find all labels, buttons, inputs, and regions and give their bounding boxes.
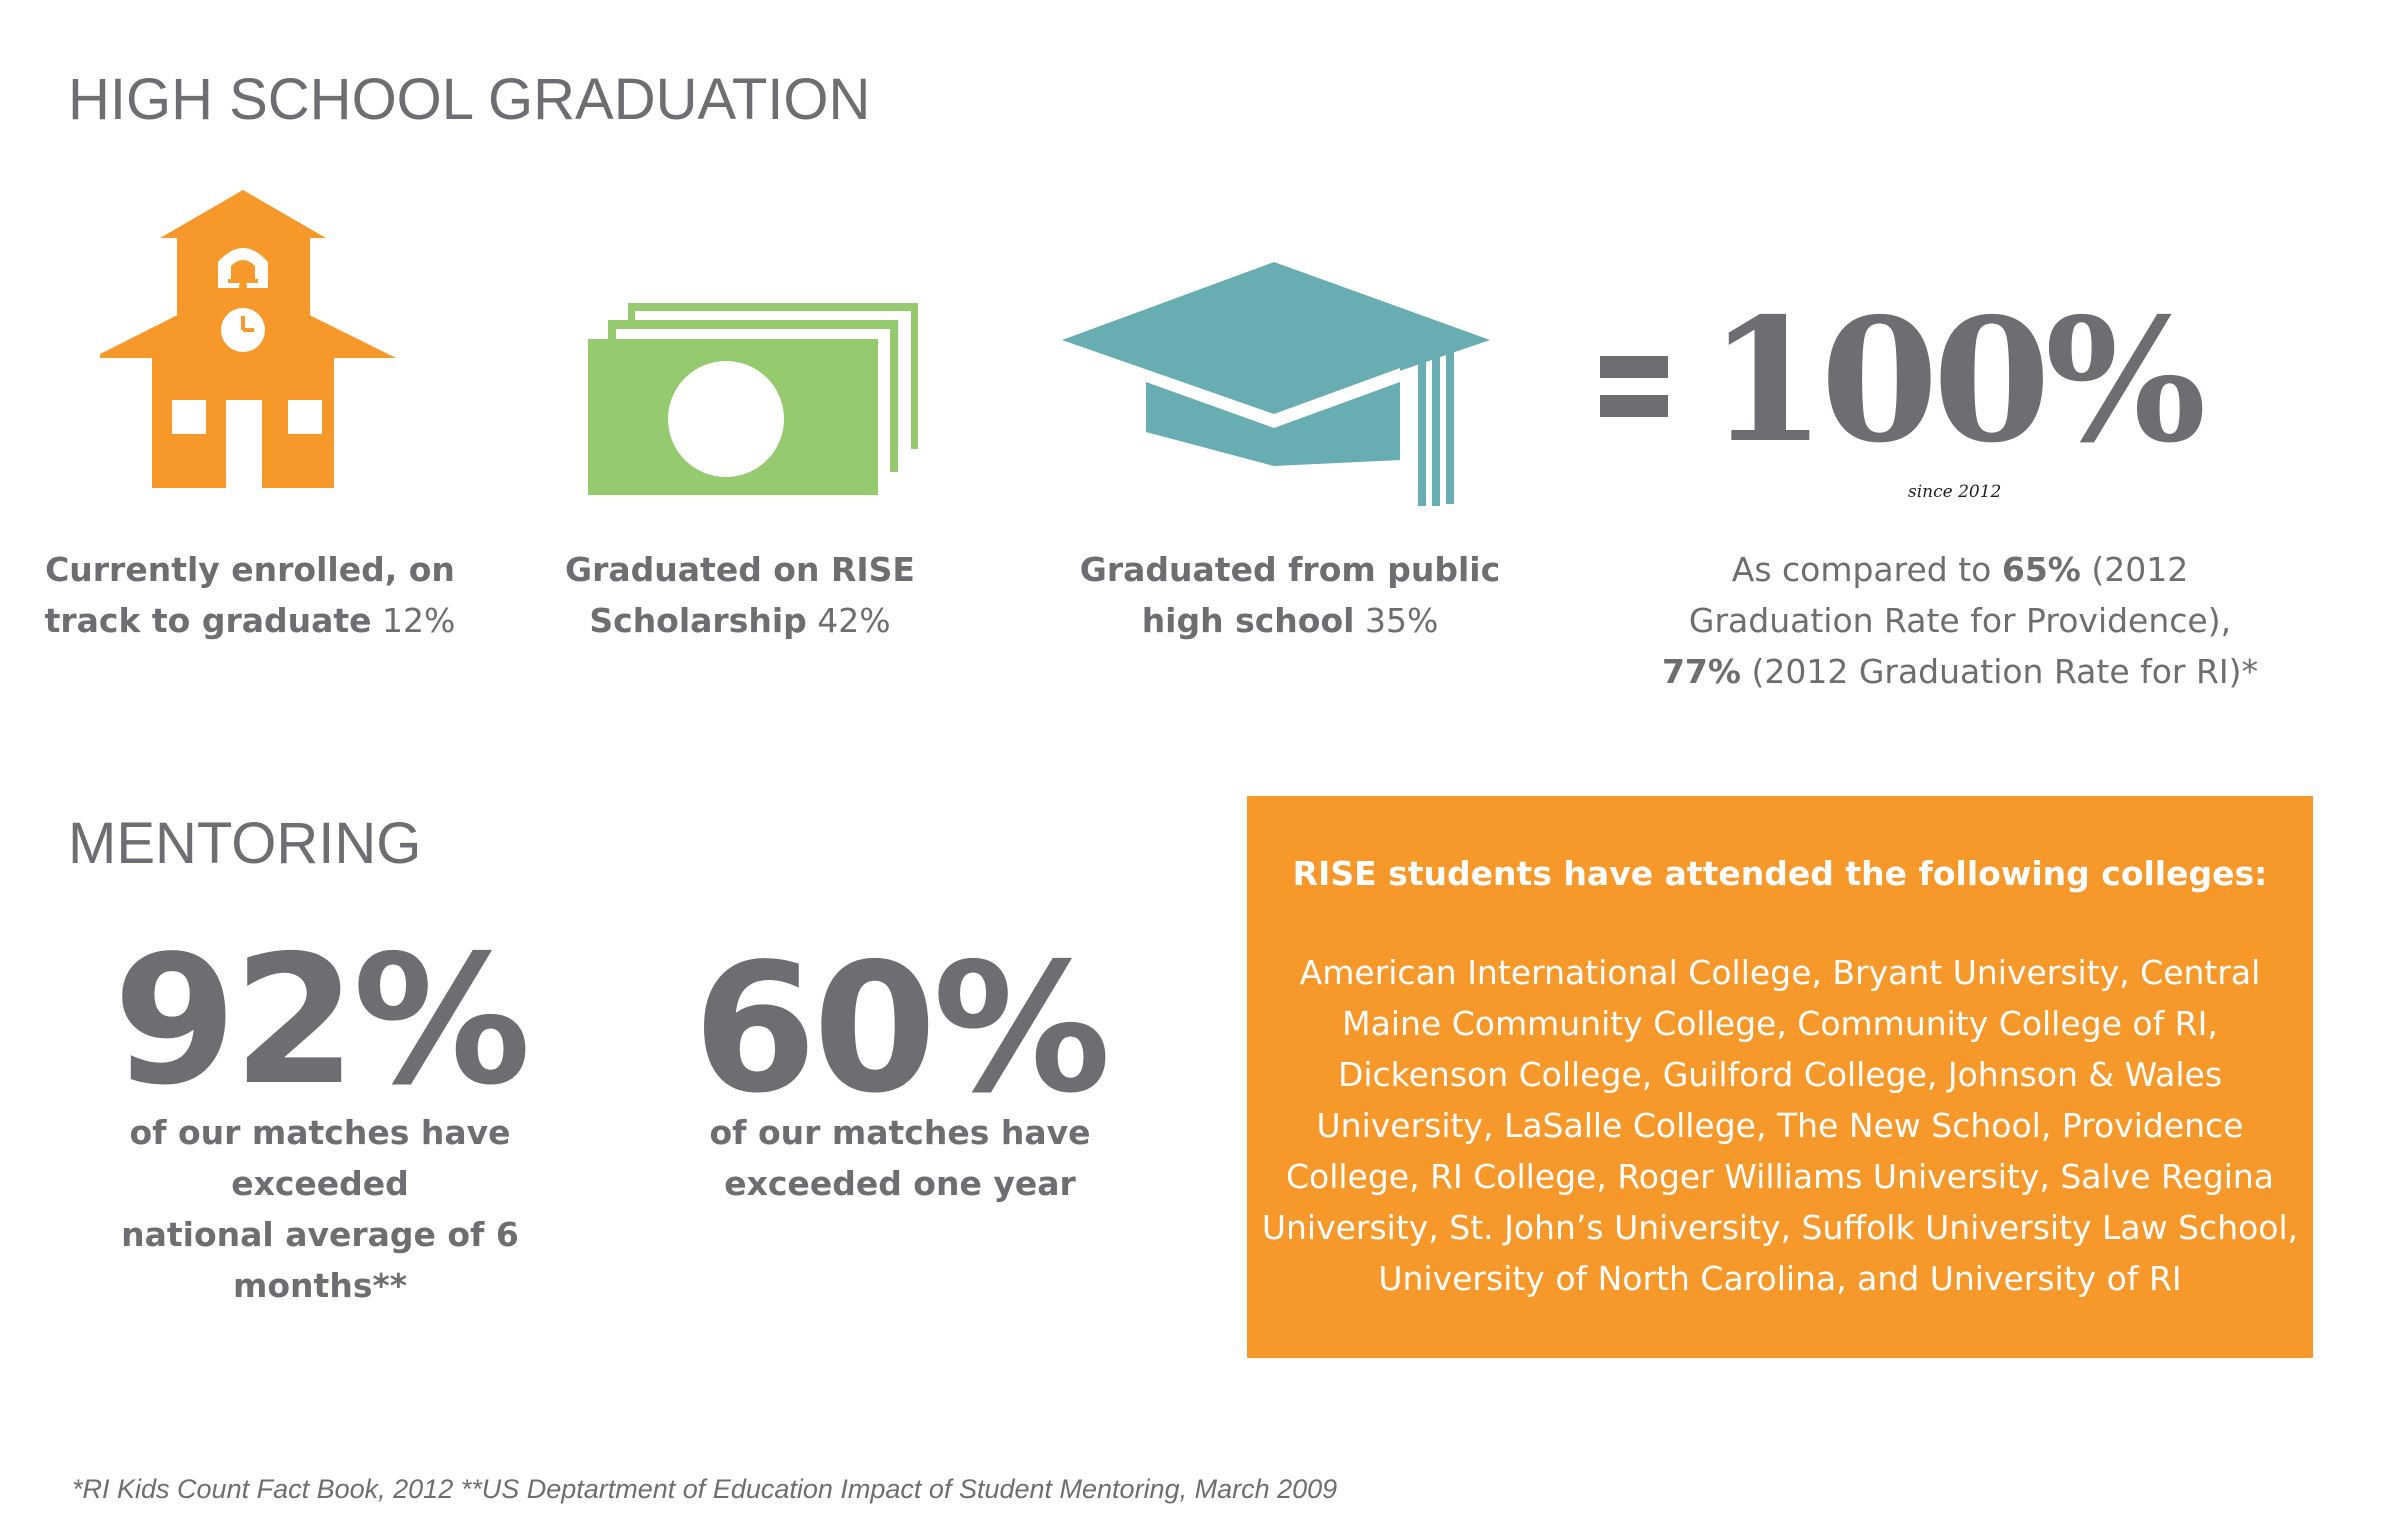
caption-enrolled-line2: track to graduate [44,601,372,640]
stat-92-value: 92% [112,917,531,1124]
colleges-line: University of North Carolina, and Univer… [1378,1259,2182,1298]
stat-60-caption: of our matches have exceeded one year [660,1107,1140,1209]
graduation-cap-icon [1062,262,1490,506]
caption-scholarship: Graduated on RISE Scholarship 42% [520,544,960,646]
colleges-title: RISE students have attended the followin… [1292,854,2268,893]
total-percentage: 100% [1708,281,2206,481]
colleges-line: University, LaSalle College, The New Sch… [1316,1106,2244,1145]
caption-public-line1: Graduated from public [1079,550,1501,589]
colleges-box: RISE students have attended the followin… [1247,796,2313,1358]
colleges-list: American International College, Bryant U… [1247,947,2313,1304]
caption-public-value: 35% [1364,601,1439,640]
caption-scholarship-line1: Graduated on RISE [565,550,915,589]
since-label: since 2012 [1908,482,2002,502]
comparison-text: As compared to 65% (2012 Graduation Rate… [1580,544,2340,697]
stat-92-caption: of our matches have exceeded national av… [40,1107,600,1311]
stat-60-line2: exceeded one year [724,1164,1076,1203]
caption-enrolled-value: 12% [382,601,456,640]
colleges-line: University, St. John’s University, Suffo… [1261,1208,2299,1247]
compare-line3-post: (2012 Graduation Rate for RI)* [1751,652,2259,691]
caption-enrolled-line1: Currently enrolled, on [45,550,455,589]
colleges-line: College, RI College, Roger Williams Univ… [1285,1157,2275,1196]
schoolhouse-icon [100,190,396,490]
caption-public-school: Graduated from public high school 35% [1040,544,1540,646]
compare-providence-rate: 65% [2001,550,2081,589]
stat-60-value: 60% [692,925,1111,1132]
colleges-line: American International College, Bryant U… [1299,953,2261,992]
caption-scholarship-line2: Scholarship [589,601,807,640]
section-title-graduation: HIGH SCHOOL GRADUATION [68,67,871,132]
colleges-line: Dickenson College, Guilford College, Joh… [1337,1055,2223,1094]
compare-ri-rate: 77% [1661,652,1741,691]
section-title-mentoring: MENTORING [68,811,422,876]
caption-enrolled: Currently enrolled, on track to graduate… [30,544,470,646]
stat-92-line2: national average of 6 months** [121,1215,519,1305]
colleges-line: Maine Community College, Community Colle… [1342,1004,2218,1043]
stat-60-line1: of our matches have [709,1113,1091,1152]
compare-line2: Graduation Rate for Providence), [1688,601,2232,640]
stat-92-line1: of our matches have exceeded [129,1113,511,1203]
caption-public-line2: high school [1141,601,1355,640]
footnote: *RI Kids Count Fact Book, 2012 **US Dept… [72,1474,1338,1504]
equals-sign-top [1600,356,1668,378]
compare-line1-pre: As compared to [1731,550,1992,589]
money-bills-icon [588,303,918,495]
compare-line1-post: (2012 [2091,550,2189,589]
equals-sign-bottom [1600,395,1668,417]
caption-scholarship-value: 42% [817,601,891,640]
